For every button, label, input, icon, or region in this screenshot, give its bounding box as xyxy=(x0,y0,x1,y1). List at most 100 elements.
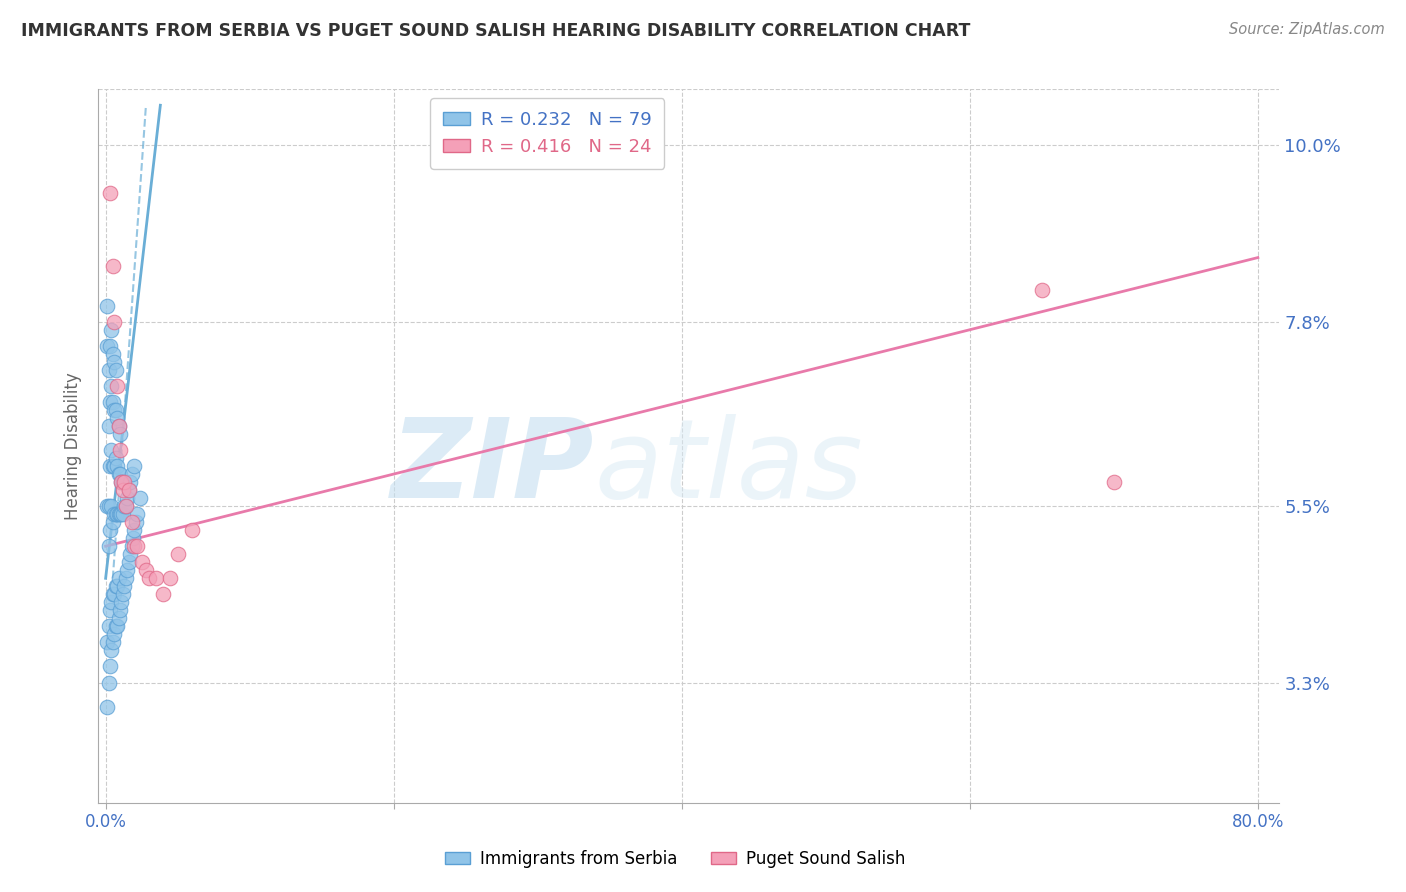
Point xyxy=(100,643,122,657)
Point xyxy=(118,555,141,569)
Point xyxy=(101,515,124,529)
Point xyxy=(105,458,128,473)
Point xyxy=(97,619,120,633)
Point xyxy=(105,619,128,633)
Point xyxy=(131,555,153,569)
Point xyxy=(110,475,132,489)
Point xyxy=(103,315,125,329)
Y-axis label: Hearing Disability: Hearing Disability xyxy=(65,372,83,520)
Point xyxy=(107,611,129,625)
Point xyxy=(112,475,135,489)
Point xyxy=(104,579,127,593)
Point xyxy=(104,450,127,465)
Point xyxy=(124,458,146,473)
Point xyxy=(107,507,129,521)
Point xyxy=(96,339,118,353)
Point xyxy=(96,499,118,513)
Point xyxy=(110,595,132,609)
Point xyxy=(98,339,121,353)
Point xyxy=(105,507,128,521)
Point xyxy=(107,571,129,585)
Point xyxy=(115,491,138,505)
Point xyxy=(124,539,146,553)
Point xyxy=(101,635,124,649)
Point xyxy=(103,627,125,641)
Point xyxy=(100,442,122,457)
Point xyxy=(100,595,122,609)
Legend: Immigrants from Serbia, Puget Sound Salish: Immigrants from Serbia, Puget Sound Sali… xyxy=(439,844,911,875)
Text: IMMIGRANTS FROM SERBIA VS PUGET SOUND SALISH HEARING DISABILITY CORRELATION CHAR: IMMIGRANTS FROM SERBIA VS PUGET SOUND SA… xyxy=(21,22,970,40)
Point xyxy=(121,539,143,553)
Point xyxy=(104,363,127,377)
Point xyxy=(100,379,122,393)
Point xyxy=(108,507,131,521)
Point xyxy=(124,523,146,537)
Point xyxy=(104,507,127,521)
Point xyxy=(111,587,134,601)
Point xyxy=(166,547,188,561)
Point xyxy=(100,323,122,337)
Point xyxy=(127,539,149,553)
Point xyxy=(159,571,181,585)
Point xyxy=(121,515,143,529)
Point xyxy=(122,531,145,545)
Point xyxy=(114,571,136,585)
Point xyxy=(105,579,128,593)
Point xyxy=(103,507,125,521)
Point xyxy=(103,458,125,473)
Point xyxy=(111,507,134,521)
Point xyxy=(101,347,124,361)
Point xyxy=(96,699,118,714)
Point xyxy=(103,587,125,601)
Point xyxy=(108,442,131,457)
Point xyxy=(98,603,121,617)
Point xyxy=(127,507,149,521)
Point xyxy=(1102,475,1125,489)
Point xyxy=(111,475,134,489)
Point xyxy=(98,659,121,673)
Point xyxy=(108,427,131,442)
Point xyxy=(107,419,129,434)
Point xyxy=(120,547,142,561)
Point xyxy=(107,467,129,481)
Point xyxy=(98,395,121,409)
Point xyxy=(120,475,142,489)
Point xyxy=(98,458,121,473)
Text: atlas: atlas xyxy=(595,414,863,521)
Point xyxy=(1031,283,1053,297)
Point xyxy=(121,467,143,481)
Point xyxy=(115,563,138,577)
Point xyxy=(103,403,125,417)
Point xyxy=(111,483,134,497)
Point xyxy=(97,363,120,377)
Point xyxy=(129,491,152,505)
Point xyxy=(145,571,167,585)
Point xyxy=(110,475,132,489)
Point xyxy=(108,603,131,617)
Point xyxy=(125,515,148,529)
Point xyxy=(181,523,204,537)
Text: ZIP: ZIP xyxy=(391,414,595,521)
Point xyxy=(103,355,125,369)
Point xyxy=(97,419,120,434)
Point xyxy=(114,499,136,513)
Point xyxy=(100,499,122,513)
Point xyxy=(101,395,124,409)
Point xyxy=(108,467,131,481)
Point xyxy=(104,619,127,633)
Point xyxy=(104,403,127,417)
Point xyxy=(135,563,157,577)
Point xyxy=(96,635,118,649)
Point xyxy=(97,499,120,513)
Point xyxy=(97,675,120,690)
Point xyxy=(98,523,121,537)
Point xyxy=(118,483,141,497)
Point xyxy=(105,411,128,425)
Point xyxy=(101,587,124,601)
Point xyxy=(138,571,160,585)
Point xyxy=(107,419,129,434)
Legend: R = 0.232   N = 79, R = 0.416   N = 24: R = 0.232 N = 79, R = 0.416 N = 24 xyxy=(430,98,664,169)
Point xyxy=(101,458,124,473)
Point xyxy=(112,499,135,513)
Text: Source: ZipAtlas.com: Source: ZipAtlas.com xyxy=(1229,22,1385,37)
